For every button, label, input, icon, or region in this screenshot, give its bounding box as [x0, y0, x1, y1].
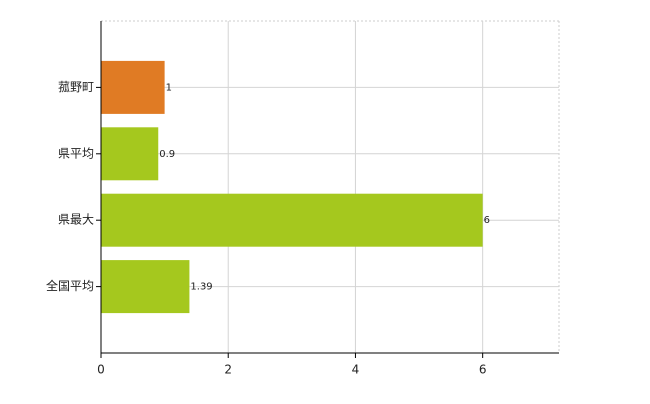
bar	[101, 260, 190, 314]
value-label: 1	[166, 82, 172, 93]
bar	[101, 60, 165, 114]
value-label: 1.39	[190, 282, 212, 293]
y-tick-label: 県平均	[58, 146, 94, 160]
bar	[101, 127, 159, 181]
value-label: 0.9	[159, 149, 175, 160]
x-tick-label: 6	[479, 363, 487, 377]
x-tick-label: 4	[352, 363, 360, 377]
y-tick-label: 菰野町	[58, 80, 94, 94]
x-tick-label: 0	[97, 363, 105, 377]
y-tick-label: 全国平均	[46, 278, 94, 293]
value-label: 6	[484, 215, 490, 226]
y-tick-label: 県最大	[58, 213, 94, 227]
bar	[101, 193, 483, 247]
x-tick-label: 2	[224, 363, 232, 377]
